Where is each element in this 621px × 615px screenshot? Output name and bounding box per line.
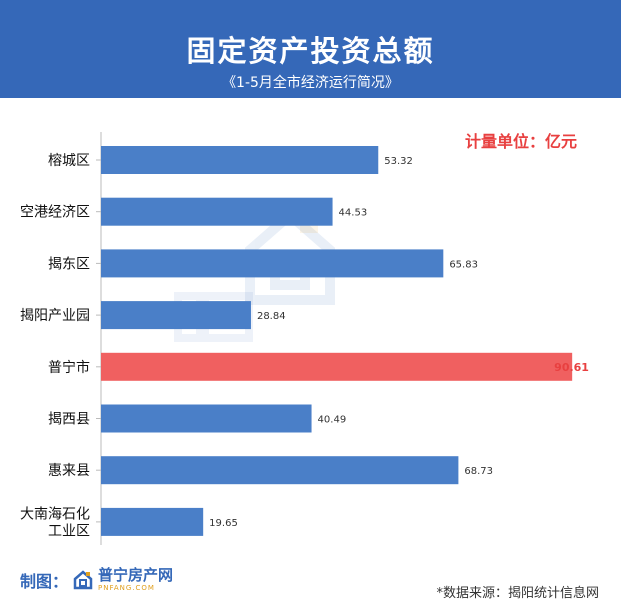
- bar-7: [101, 507, 204, 536]
- house-logo-icon: [73, 570, 93, 590]
- bar-4: [101, 352, 573, 381]
- logo-text: 普宁房产网 PNFANG.COM: [98, 568, 173, 592]
- category-label-6: 惠来县: [48, 463, 90, 479]
- bar-5: [101, 404, 312, 433]
- bar-3: [101, 301, 251, 330]
- chart-subtitle: 《1-5月全市经济运行简况》: [222, 75, 399, 91]
- footer-credit: 制图： 普宁房产网 PNFANG.COM: [20, 568, 173, 592]
- value-label-6: 68.73: [464, 466, 493, 477]
- bar-2: [101, 249, 444, 278]
- category-label-0: 榕城区: [48, 153, 90, 169]
- data-source: *数据来源：揭阳统计信息网: [436, 586, 599, 601]
- category-label-5: 揭西县: [48, 412, 90, 428]
- bar-6: [101, 456, 459, 485]
- value-label-4: 90.61: [554, 361, 589, 374]
- category-label-3: 揭阳产业园: [20, 308, 90, 324]
- logo-domain: PNFANG.COM: [98, 584, 155, 592]
- category-label-2: 揭东区: [48, 256, 90, 272]
- value-label-5: 40.49: [318, 415, 347, 426]
- value-label-1: 44.53: [339, 208, 368, 219]
- value-label-7: 19.65: [209, 518, 238, 529]
- header-banner: 固定资产投资总额 《1-5月全市经济运行简况》: [0, 0, 621, 98]
- category-label-4: 普宁市: [48, 359, 90, 376]
- value-label-3: 28.84: [257, 311, 286, 322]
- logo-name: 普宁房产网: [98, 566, 174, 584]
- bar-0: [101, 146, 379, 174]
- unit-label: 计量单位：亿元: [464, 132, 577, 151]
- value-label-0: 53.32: [384, 156, 413, 167]
- bar-1: [101, 197, 333, 226]
- chart-title: 固定资产投资总额: [186, 34, 435, 68]
- value-label-2: 65.83: [449, 259, 478, 270]
- made-by-label: 制图：: [20, 572, 69, 591]
- category-label-1: 空港经济区: [20, 205, 90, 221]
- category-label-7: 大南海石化工业区: [20, 506, 90, 539]
